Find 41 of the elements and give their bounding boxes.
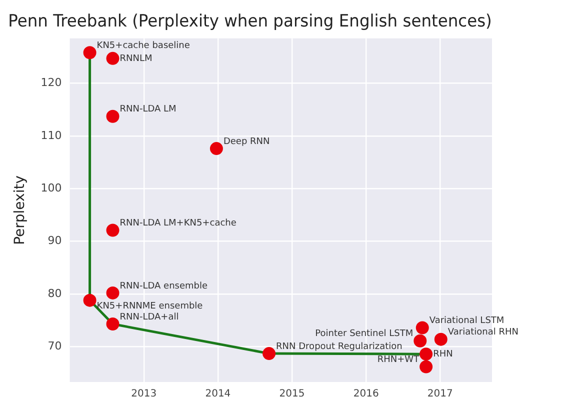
annotation: RNN-LDA ensemble — [120, 281, 208, 292]
annotation: KN5+cache baseline — [96, 40, 190, 51]
y-tick-label: 110 — [40, 128, 62, 142]
point — [106, 224, 120, 237]
y-tick-label: 90 — [48, 234, 62, 248]
y-tick-label: 120 — [40, 76, 62, 90]
point — [83, 46, 96, 60]
annotation: RNN Dropout Regularization — [276, 342, 402, 352]
chart-title: Penn Treebank (Perplexity when parsing English sentences) — [8, 11, 492, 31]
point — [262, 347, 276, 360]
point — [106, 52, 120, 65]
annotation: RNN-LDA+all — [120, 312, 179, 322]
x-tick-label: 2014 — [205, 388, 231, 400]
point — [416, 321, 429, 334]
point — [106, 110, 120, 123]
annotation: Variational RHN — [448, 328, 518, 338]
point — [414, 334, 427, 348]
y-tick-label: 100 — [40, 181, 62, 194]
point — [420, 348, 433, 361]
x-tick-label: 2013 — [131, 388, 157, 400]
annotation: RNNLM — [120, 54, 152, 64]
point — [83, 294, 96, 307]
point — [106, 286, 120, 300]
annotation: Variational LSTM — [429, 316, 504, 326]
point — [420, 360, 433, 374]
annotation: Pointer Sentinel LSTM — [315, 329, 414, 340]
annotation: KN5+RNNME ensemble — [96, 302, 204, 312]
annotation: RNN-LDA LM — [120, 104, 176, 115]
x-tick-label: 2017 — [427, 388, 453, 400]
annotation: RHN — [433, 349, 453, 360]
point — [210, 142, 223, 156]
y-tick-label: 70 — [48, 340, 62, 353]
point — [434, 332, 448, 346]
y-tick-label: 80 — [48, 286, 62, 300]
point — [106, 318, 120, 331]
annotation: RHN+WT — [377, 355, 420, 366]
annotation: RNN-LDA LM+KN5+cache — [120, 218, 237, 229]
x-tick-label: 2015 — [279, 388, 305, 400]
annotation: Deep RNN — [223, 136, 270, 147]
x-tick-label: 2016 — [353, 388, 379, 400]
y-axis-title: Perplexity — [12, 175, 28, 245]
